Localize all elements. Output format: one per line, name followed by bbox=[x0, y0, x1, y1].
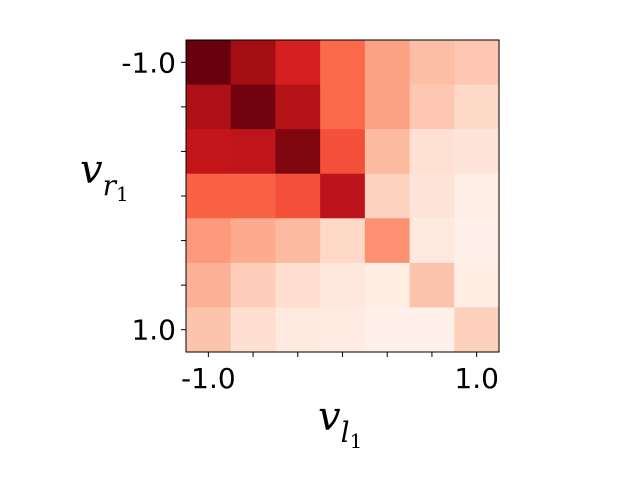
heatmap-cell bbox=[230, 40, 277, 86]
heatmap-cell bbox=[275, 173, 321, 219]
heatmap-cell bbox=[409, 218, 455, 264]
heatmap-cell bbox=[454, 129, 500, 175]
x-axis-ticks: -1.0 1.0 bbox=[181, 352, 499, 395]
heatmap-cell bbox=[186, 307, 232, 353]
heatmap-cells bbox=[186, 40, 500, 353]
y-axis-ticks: -1.0 1.0 bbox=[121, 46, 186, 347]
heatmap-cell bbox=[186, 40, 232, 86]
heatmap-cell bbox=[186, 218, 232, 264]
heatmap-cell bbox=[320, 262, 366, 309]
y-tick-label: 1.0 bbox=[131, 314, 176, 347]
heatmap-cell bbox=[275, 84, 321, 130]
heatmap-cell bbox=[409, 173, 455, 219]
y-tick-label: -1.0 bbox=[121, 46, 176, 79]
heatmap-cell bbox=[186, 129, 232, 175]
heatmap-cell bbox=[320, 307, 366, 353]
heatmap-cell bbox=[364, 40, 411, 86]
heatmap-cell bbox=[409, 262, 455, 309]
heatmap-cell bbox=[320, 218, 366, 264]
heatmap-cell bbox=[454, 262, 500, 309]
heatmap-cell bbox=[364, 129, 411, 175]
heatmap-cell bbox=[409, 129, 455, 175]
x-tick-label: 1.0 bbox=[454, 362, 499, 395]
heatmap-cell bbox=[320, 173, 366, 219]
heatmap-cell bbox=[364, 262, 411, 309]
heatmap-cell bbox=[364, 218, 411, 264]
heatmap-cell bbox=[275, 129, 321, 175]
heatmap-cell bbox=[275, 262, 321, 309]
heatmap-cell bbox=[186, 173, 232, 219]
y-axis-label: vr1 bbox=[80, 147, 129, 206]
heatmap-cell bbox=[409, 84, 455, 130]
heatmap-cell bbox=[230, 262, 277, 309]
heatmap-cell bbox=[275, 40, 321, 86]
heatmap-cell bbox=[364, 173, 411, 219]
heatmap-cell bbox=[230, 307, 277, 353]
heatmap-cell bbox=[320, 40, 366, 86]
heatmap-cell bbox=[186, 84, 232, 130]
heatmap-cell bbox=[454, 307, 500, 353]
heatmap-cell bbox=[454, 40, 500, 86]
heatmap-cell bbox=[454, 218, 500, 264]
heatmap-cell bbox=[320, 129, 366, 175]
heatmap-cell bbox=[364, 84, 411, 130]
heatmap-cell bbox=[230, 129, 277, 175]
heatmap-cell bbox=[409, 307, 455, 353]
heatmap-cell bbox=[230, 218, 277, 264]
heatmap-cell bbox=[454, 173, 500, 219]
heatmap-cell bbox=[409, 40, 455, 86]
heatmap-cell bbox=[186, 262, 232, 309]
x-tick-label: -1.0 bbox=[181, 362, 236, 395]
heatmap-cell bbox=[230, 173, 277, 219]
heatmap-cell bbox=[454, 84, 500, 130]
heatmap-cell bbox=[275, 218, 321, 264]
x-axis-label: vl1 bbox=[318, 394, 362, 453]
heatmap-cell bbox=[275, 307, 321, 353]
heatmap-cell bbox=[230, 84, 277, 130]
heatmap-cell bbox=[320, 84, 366, 130]
heatmap-cell bbox=[364, 307, 411, 353]
